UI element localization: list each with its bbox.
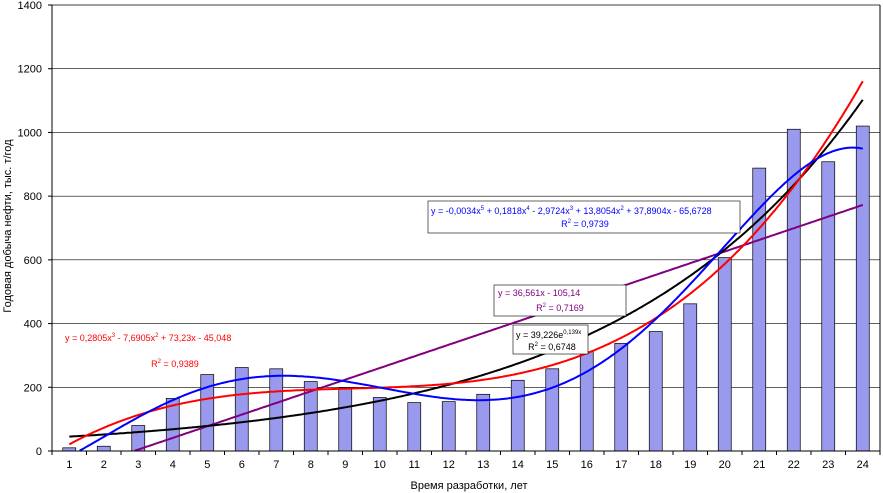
x-tick-label: 7 bbox=[273, 459, 279, 471]
bar bbox=[786, 128, 801, 452]
x-tick-label: 21 bbox=[753, 459, 765, 471]
x-tick-label: 2 bbox=[101, 459, 107, 471]
x-tick-label: 16 bbox=[581, 459, 593, 471]
bar bbox=[855, 125, 870, 452]
y-tick-label: 1000 bbox=[18, 127, 42, 139]
x-tick-label: 9 bbox=[342, 459, 348, 471]
bar bbox=[441, 401, 456, 452]
linear-r2: R2 = 0,7169 bbox=[536, 303, 584, 313]
linear-equation-label: y = 36,561x - 105,14 R2 = 0,7169 bbox=[493, 284, 627, 317]
poly3-equation-label: y = 0,2805x3 - 7,6905x2 + 73,23x - 45,04… bbox=[65, 333, 231, 369]
x-tick-label: 22 bbox=[788, 459, 800, 471]
poly5-r2: R2 = 0,9739 bbox=[561, 219, 609, 229]
y-tick-label: 600 bbox=[24, 255, 42, 267]
x-tick-label: 4 bbox=[170, 459, 176, 471]
y-axis-title: Годовая добыча нефти, тыс. т/год bbox=[2, 139, 14, 313]
x-tick-label: 3 bbox=[135, 459, 141, 471]
exponential-equation-label: y = 39,226e0,139x R2 = 0,6748 bbox=[512, 324, 589, 355]
x-tick-label: 10 bbox=[374, 459, 386, 471]
x-tick-label: 6 bbox=[239, 459, 245, 471]
x-tick-label: 12 bbox=[443, 459, 455, 471]
bar bbox=[614, 342, 629, 452]
bar bbox=[510, 379, 525, 452]
axes bbox=[48, 4, 881, 455]
poly3-r2: R2 = 0,9389 bbox=[151, 359, 199, 369]
x-axis-title: Время разработки, лет bbox=[410, 480, 527, 492]
bar bbox=[683, 303, 698, 452]
x-tick-label: 20 bbox=[719, 459, 731, 471]
y-tick-label: 1200 bbox=[18, 64, 42, 76]
x-tick-label: 8 bbox=[308, 459, 314, 471]
y-tick-label: 400 bbox=[24, 319, 42, 331]
x-tick-label: 15 bbox=[546, 459, 558, 471]
x-tick-label: 11 bbox=[409, 459, 420, 471]
bar bbox=[579, 351, 594, 452]
trendline-linear bbox=[134, 204, 864, 452]
linear-equation: y = 36,561x - 105,14 bbox=[498, 288, 580, 298]
x-tick-label: 23 bbox=[822, 459, 834, 471]
x-tick-label: 14 bbox=[512, 459, 524, 471]
bar bbox=[545, 368, 560, 452]
poly3-equation: y = 0,2805x3 - 7,6905x2 + 73,23x - 45,04… bbox=[65, 333, 231, 343]
poly5-equation-label: y = -0,0034x5 + 0,1818x4 - 2,9724x3 + 13… bbox=[427, 200, 741, 234]
trendline-polynomial-3 bbox=[68, 80, 864, 446]
bar bbox=[717, 257, 732, 452]
x-tick-labels: 1 2 3 4 5 6 7 8 9 10 11 12 13 14 15 16 17 18 19 20 21 22 23 24 bbox=[66, 459, 869, 471]
x-tick-label: 24 bbox=[857, 459, 869, 471]
y-tick-label: 1400 bbox=[18, 0, 42, 12]
x-tick-label: 1 bbox=[66, 459, 72, 471]
bar bbox=[648, 331, 663, 452]
y-tick-label: 200 bbox=[24, 382, 42, 394]
y-tick-label: 0 bbox=[36, 446, 42, 458]
bar bbox=[476, 393, 491, 452]
bar bbox=[821, 161, 836, 452]
y-tick-labels: 0 200 400 600 800 1000 1200 1400 bbox=[18, 0, 42, 458]
exponential-r2: R2 = 0,6748 bbox=[528, 342, 576, 352]
x-tick-label: 18 bbox=[650, 459, 662, 471]
x-tick-label: 17 bbox=[615, 459, 627, 471]
bar bbox=[96, 445, 111, 452]
bar bbox=[752, 167, 767, 452]
bar bbox=[338, 387, 353, 452]
exponential-equation: y = 39,226e0,139x bbox=[516, 330, 581, 340]
x-tick-label: 13 bbox=[477, 459, 489, 471]
x-tick-label: 5 bbox=[204, 459, 210, 471]
trendline-polynomial-5 bbox=[79, 146, 863, 452]
bar bbox=[269, 368, 284, 452]
bar bbox=[407, 402, 422, 452]
trendlines bbox=[68, 80, 864, 452]
x-tick-label: 19 bbox=[684, 459, 696, 471]
y-tick-label: 800 bbox=[24, 191, 42, 203]
poly5-equation: y = -0,0034x5 + 0,1818x4 - 2,9724x3 + 13… bbox=[431, 206, 712, 216]
trendline-exponential bbox=[69, 99, 864, 438]
bar bbox=[372, 397, 387, 452]
